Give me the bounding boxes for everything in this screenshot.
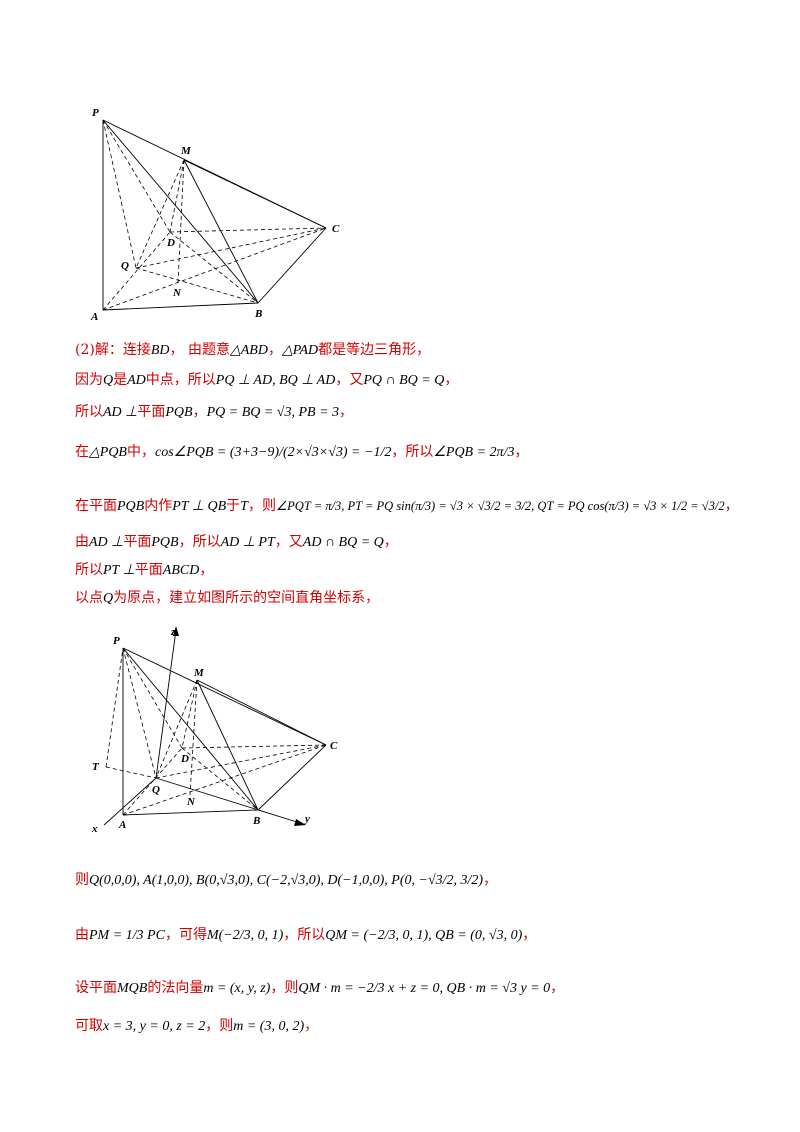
fig1-label-C: C <box>332 223 340 235</box>
fig2-label-B: B <box>252 815 260 827</box>
fig1-label-D: D <box>166 237 175 249</box>
fig2-label-Q: Q <box>152 784 160 796</box>
solution-line-5: 在平面PQB内作PT ⊥ QB于T，则∠PQT = π/3, PT = PQ s… <box>75 498 739 514</box>
fig2-label-A: A <box>118 819 126 831</box>
solution-line-1: (2)解：连接BD， 由题意△ABD，△PAD都是等边三角形， <box>75 342 431 358</box>
fig2-label-z: z <box>170 626 176 638</box>
fig2-label-T: T <box>92 761 100 773</box>
figure-1-hidden-edges <box>102 119 327 311</box>
fig1-label-M: M <box>180 145 192 157</box>
figure-1-solid-edges <box>102 119 327 311</box>
figure-2-axes <box>103 626 306 826</box>
solution-line-7: 所以PT ⊥平面ABCD， <box>75 562 214 578</box>
solution-line-8: 以点Q为原点，建立如图所示的空间直角坐标系， <box>75 590 380 606</box>
figure-2-solid-edges <box>122 647 327 816</box>
fig1-label-Q: Q <box>121 260 129 272</box>
fig2-label-N: N <box>186 796 196 808</box>
coordinate-figure-2: P z M C D T Q N A B x y <box>91 626 338 835</box>
fig1-label-A: A <box>90 311 98 323</box>
fig2-label-P: P <box>113 635 120 647</box>
fig2-label-M: M <box>193 667 205 679</box>
solution-line-2: 因为Q是AD中点，所以PQ ⊥ AD, BQ ⊥ AD，又PQ ∩ BQ = Q… <box>75 372 459 388</box>
solution-line-4: 在△PQB中，cos∠PQB = (3+3−9)/(2×√3×√3) = −1/… <box>75 444 529 460</box>
solution-line-9: 则Q(0,0,0), A(1,0,0), B(0,√3,0), C(−2,√3,… <box>75 872 498 888</box>
fig2-label-D: D <box>180 753 189 765</box>
solution-line-11: 设平面MQB的法向量m = (x, y, z)，则QM · m = −2/3 x… <box>75 980 565 996</box>
figure-2-hidden-edges <box>105 647 327 816</box>
fig2-label-y: y <box>303 813 310 825</box>
pyramid-figure-1: P M C D Q N A B <box>90 107 340 323</box>
fig1-label-P: P <box>92 107 99 119</box>
fig2-label-x: x <box>91 823 98 835</box>
fig1-label-N: N <box>172 287 182 299</box>
solution-line-6: 由AD ⊥平面PQB，所以AD ⊥ PT，又AD ∩ BQ = Q， <box>75 534 398 550</box>
solution-line-12: 可取x = 3, y = 0, z = 2，则m = (3, 0, 2)， <box>75 1018 319 1034</box>
fig2-label-C: C <box>330 740 338 752</box>
solution-line-3: 所以AD ⊥平面PQB，PQ = BQ = √3, PB = 3， <box>75 404 354 420</box>
fig1-label-B: B <box>254 308 262 320</box>
solution-line-10: 由PM = 1/3 PC，可得M(−2/3, 0, 1)，所以QM = (−2/… <box>75 927 537 943</box>
